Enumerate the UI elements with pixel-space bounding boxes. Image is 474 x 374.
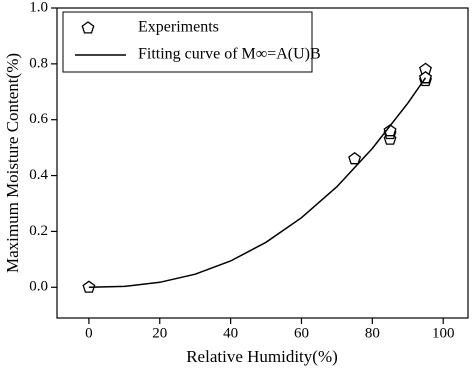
y-tick-label: 0.4 <box>29 167 48 183</box>
x-tick-label: 100 <box>432 325 455 341</box>
y-tick-label: 0.6 <box>29 111 48 127</box>
x-tick-label: 80 <box>365 325 380 341</box>
x-tick-label: 40 <box>223 325 238 341</box>
y-tick-label: 0.2 <box>29 223 48 239</box>
y-tick-label: 0.8 <box>29 55 48 71</box>
y-tick-label: 1.0 <box>29 0 48 15</box>
fit-line <box>88 77 427 289</box>
y-tick-label: 0.0 <box>29 279 48 295</box>
legend-label: Experiments <box>138 19 219 36</box>
x-tick-label: 0 <box>85 325 93 341</box>
data-point <box>383 124 397 137</box>
legend-box <box>62 11 313 73</box>
x-tick-label: 20 <box>152 325 167 341</box>
plot-frame <box>56 7 469 319</box>
x-tick-label: 60 <box>294 325 309 341</box>
data-point <box>348 151 362 165</box>
legend-label: Fitting curve of M∞=A(U)B <box>138 46 321 63</box>
x-axis-title: Relative Humidity(%) <box>186 347 338 366</box>
y-axis-title: Maximum Moisture Content(%) <box>3 53 22 273</box>
data-point <box>419 70 432 84</box>
legend-marker <box>81 21 95 34</box>
